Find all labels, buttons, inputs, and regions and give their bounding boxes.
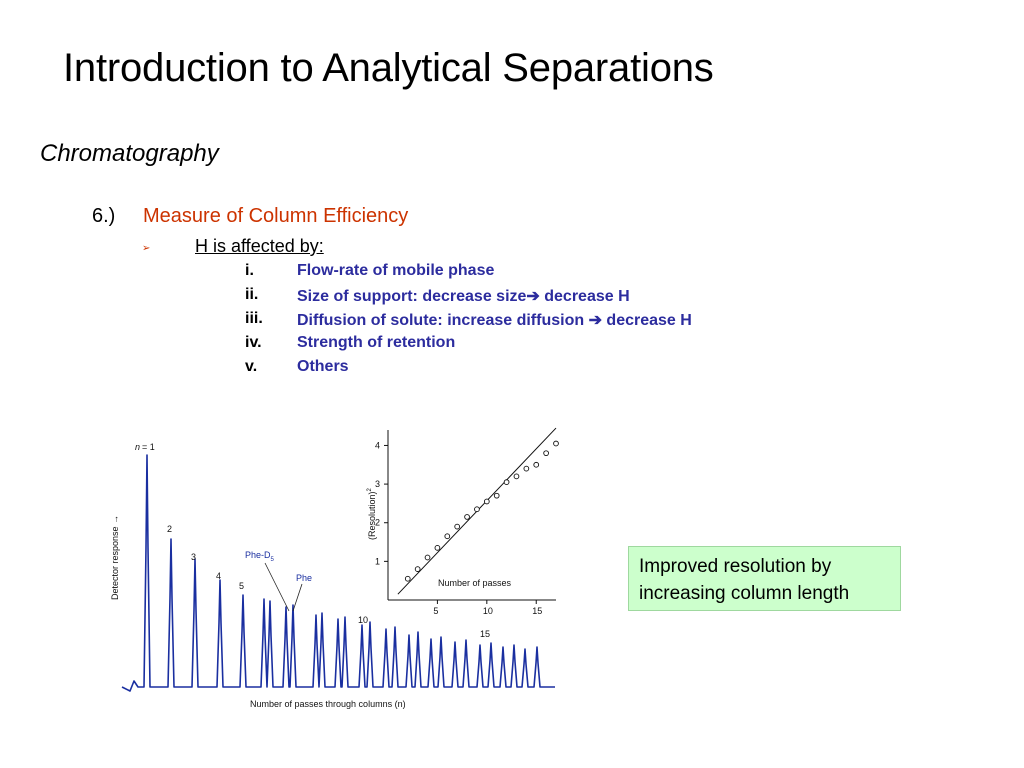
inset-x-label: Number of passes — [438, 578, 512, 588]
figure-canvas: Detector response → Number of passes thr… — [110, 425, 560, 709]
inset-x-tick-label: 10 — [483, 606, 493, 616]
factor-number: iv. — [245, 334, 262, 351]
peak-label: 2 — [167, 524, 172, 534]
inset-data-point — [444, 533, 451, 540]
inset-y-tick-label: 2 — [375, 518, 380, 528]
slide-title: Introduction to Analytical Separations — [63, 46, 714, 90]
inset-background — [350, 425, 560, 610]
item-number: 6.) — [92, 205, 116, 227]
factor-text: Flow-rate of mobile phase — [297, 262, 495, 279]
factor-text: Strength of retention — [297, 334, 456, 351]
peak-label: 5 — [239, 581, 244, 591]
chromatogram-x-label: Number of passes through columns (n) — [250, 699, 406, 709]
chromatogram-trace — [121, 454, 555, 692]
inset-data-point — [404, 575, 411, 582]
chromatogram-y-label: Detector response → — [110, 515, 120, 600]
inset-data-point — [434, 544, 441, 551]
inset-data-point — [483, 498, 490, 505]
phe-d5-label: Phe-D5 — [245, 550, 275, 563]
inset-y-label: (Resolution)2 — [367, 487, 377, 540]
phe-d5-pointer — [264, 562, 290, 612]
peak-label: n = 1 — [135, 442, 155, 452]
inset-data-point — [553, 440, 559, 447]
inset-points — [404, 440, 559, 582]
inset-data-point — [414, 566, 421, 572]
inset-y-tick-label: 3 — [375, 479, 380, 489]
factor-number: v. — [245, 358, 258, 375]
inset-data-point — [493, 492, 500, 499]
chromatogram: Detector response → Number of passes thr… — [110, 442, 555, 709]
peak-label: 3 — [191, 552, 196, 562]
sub-heading: H is affected by: — [195, 236, 324, 256]
peak-label: 4 — [216, 571, 221, 581]
inset-y-tick-label: 4 — [375, 440, 380, 450]
callout-line: increasing column length — [639, 583, 850, 604]
inset-data-point — [464, 514, 470, 520]
inset-data-point — [503, 479, 510, 486]
inset-ticks: 5 10 15 1 2 3 4 — [375, 440, 542, 616]
inset-data-point — [474, 506, 480, 513]
callout-box: Improved resolution by increasing column… — [628, 546, 901, 611]
inset-data-point — [424, 554, 431, 561]
inset-x-tick-label: 15 — [532, 606, 542, 616]
callout-line: Improved resolution by — [639, 556, 832, 577]
inset-data-point — [513, 473, 520, 480]
inset-data-point — [523, 465, 530, 472]
arrow-bullet-icon: ➢ — [142, 243, 151, 254]
factor-number: i. — [245, 262, 254, 279]
item-heading: Measure of Column Efficiency — [143, 205, 409, 227]
inset-plot: 5 10 15 1 2 3 4 (Resolution)2 Number of passes — [350, 425, 560, 616]
factor-number: ii. — [245, 286, 259, 303]
inset-x-tick-label: 5 — [433, 606, 438, 616]
inset-data-point — [454, 523, 461, 530]
factor-text: Diffusion of solute: increase diffusion … — [297, 312, 692, 329]
inset-y-tick-label: 1 — [375, 556, 380, 566]
chromatography-figure: Detector response → Number of passes thr… — [100, 425, 560, 720]
inset-data-point — [543, 450, 549, 457]
factor-text: Others — [297, 358, 349, 375]
factor-text: Size of support: decrease size➔ decrease… — [297, 288, 630, 305]
factor-number: iii. — [245, 310, 263, 327]
phe-pointer — [292, 583, 303, 612]
slide-subtitle: Chromatography — [40, 140, 219, 167]
peak-label: 15 — [480, 629, 490, 639]
peak-label: 10 — [358, 615, 368, 625]
inset-data-point — [533, 461, 540, 468]
phe-label: Phe — [296, 573, 312, 583]
